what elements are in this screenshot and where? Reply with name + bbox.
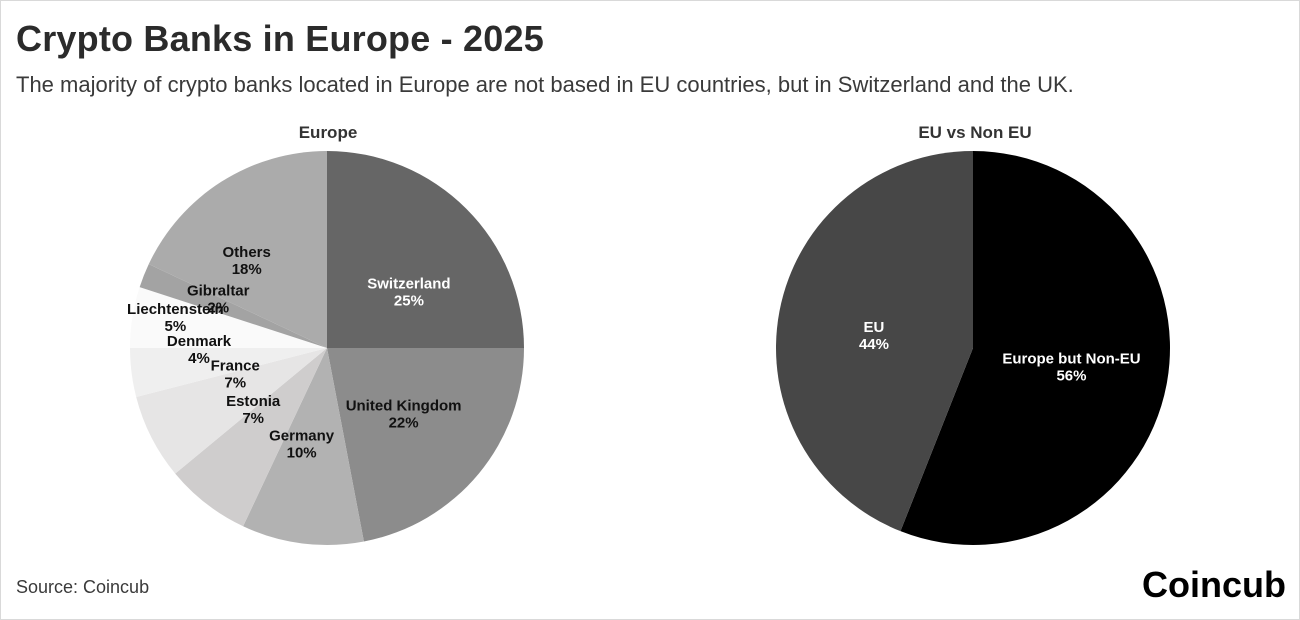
label-liechtenstein: Liechtenstein: [127, 301, 224, 318]
slice-germany: [243, 348, 364, 545]
slice-estonia: [175, 348, 327, 527]
label-switzerland: Switzerland: [367, 276, 450, 293]
value-switzerland: 25%: [394, 293, 424, 310]
label-united-kingdom: United Kingdom: [346, 397, 462, 414]
label-eu: EU: [864, 319, 885, 336]
value-liechtenstein: 5%: [165, 318, 187, 335]
label-others: Others: [223, 244, 271, 261]
value-denmark: 4%: [188, 350, 210, 367]
value-europe-but-non-eu: 56%: [1056, 367, 1086, 384]
value-estonia: 7%: [242, 410, 264, 427]
label-france: France: [211, 358, 260, 375]
slice-liechtenstein: [130, 287, 327, 348]
page-title: Crypto Banks in Europe - 2025: [16, 18, 544, 59]
value-france: 7%: [224, 375, 246, 392]
value-germany: 10%: [287, 445, 317, 462]
brand-logo: Coincub: [1142, 564, 1286, 605]
slice-france: [136, 348, 327, 474]
value-gibraltar: 2%: [207, 299, 229, 316]
label-gibraltar: Gibraltar: [187, 282, 250, 299]
chart-title-eu-vs-non-eu: EU vs Non EU: [918, 123, 1031, 142]
slice-denmark: [130, 348, 327, 397]
source-note: Source: Coincub: [16, 577, 150, 597]
slice-united-kingdom: [327, 348, 524, 542]
slice-europe-but-non-eu: [900, 151, 1171, 545]
value-united-kingdom: 22%: [389, 414, 419, 431]
page-subtitle: The majority of crypto banks located in …: [16, 72, 1074, 97]
value-eu: 44%: [859, 336, 889, 353]
slice-others: [148, 151, 327, 348]
slice-eu: [776, 151, 973, 532]
slice-switzerland: [327, 151, 524, 348]
label-estonia: Estonia: [226, 393, 281, 410]
label-denmark: Denmark: [167, 333, 232, 350]
slice-gibraltar: [139, 264, 327, 348]
label-europe-but-non-eu: Europe but Non-EU: [1002, 350, 1140, 367]
value-others: 18%: [232, 261, 262, 278]
chart-title-europe: Europe: [299, 123, 358, 142]
label-germany: Germany: [269, 428, 335, 445]
